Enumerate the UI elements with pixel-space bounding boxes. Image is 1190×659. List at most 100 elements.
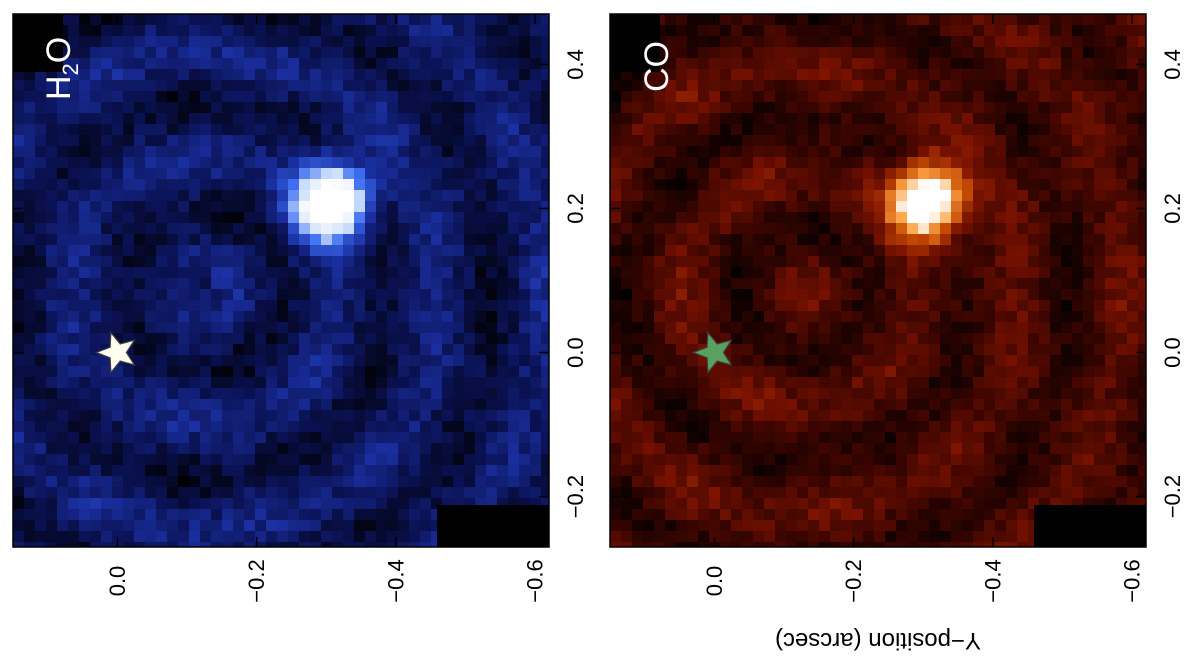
h2o-pixel	[211, 542, 223, 547]
co-pixel	[907, 256, 919, 268]
co-pixel	[1105, 102, 1117, 114]
h2o-pixel	[13, 344, 25, 356]
h2o-pixel	[90, 14, 102, 26]
h2o-pixel	[398, 399, 410, 411]
co-pixel	[863, 410, 875, 422]
co-pixel	[1028, 399, 1040, 411]
h2o-pixel	[90, 201, 102, 213]
h2o-pixel	[277, 201, 289, 213]
h2o-pixel	[519, 333, 531, 345]
h2o-pixel	[101, 366, 113, 378]
h2o-pixel	[354, 234, 366, 246]
co-pixel	[852, 267, 864, 279]
h2o-pixel	[266, 47, 278, 59]
h2o-pixel	[420, 542, 432, 547]
h2o-pixel	[332, 168, 344, 180]
co-pixel	[1127, 410, 1139, 422]
h2o-pixel	[387, 443, 399, 455]
co-pixel	[1028, 212, 1040, 224]
co-pixel	[1050, 465, 1062, 477]
co-pixel	[1006, 80, 1018, 92]
h2o-pixel	[299, 69, 311, 81]
co-pixel	[973, 520, 985, 532]
co-pixel	[1028, 344, 1040, 356]
co-pixel	[841, 509, 853, 521]
h2o-pixel	[409, 300, 421, 312]
co-pixel	[885, 476, 897, 488]
h2o-pixel	[288, 245, 300, 257]
co-pixel	[742, 36, 754, 48]
h2o-pixel	[277, 223, 289, 235]
h2o-pixel	[244, 421, 256, 433]
co-pixel	[720, 399, 732, 411]
h2o-pixel	[409, 124, 421, 136]
co-pixel	[610, 146, 622, 158]
co-pixel	[1094, 36, 1106, 48]
h2o-pixel	[178, 69, 190, 81]
co-pixel	[1094, 124, 1106, 136]
co-pixel	[885, 410, 897, 422]
h2o-pixel	[387, 487, 399, 499]
co-pixel	[973, 212, 985, 224]
h2o-pixel	[101, 355, 113, 367]
h2o-pixel	[365, 179, 377, 191]
co-pixel	[951, 520, 963, 532]
h2o-pixel	[79, 278, 91, 290]
co-pixel	[1138, 179, 1146, 191]
h2o-pixel	[409, 234, 421, 246]
co-pixel	[973, 36, 985, 48]
co-pixel	[709, 311, 721, 323]
co-pixel	[775, 113, 787, 125]
co-pixel	[1127, 377, 1139, 389]
co-pixel	[907, 333, 919, 345]
h2o-pixel	[57, 454, 69, 466]
h2o-pixel	[354, 520, 366, 532]
co-pixel	[632, 91, 644, 103]
co-pixel	[1116, 135, 1128, 147]
h2o-pixel	[321, 399, 333, 411]
h2o-pixel	[453, 245, 465, 257]
h2o-pixel	[387, 256, 399, 268]
co-pixel	[951, 201, 963, 213]
co-pixel	[929, 91, 941, 103]
co-pixel	[775, 388, 787, 400]
co-pixel	[1094, 443, 1106, 455]
co-pixel	[918, 289, 930, 301]
co-pixel	[973, 102, 985, 114]
co-pixel	[951, 91, 963, 103]
co-pixel	[1028, 102, 1040, 114]
h2o-pixel	[101, 289, 113, 301]
h2o-pixel	[343, 58, 355, 70]
h2o-pixel	[321, 421, 333, 433]
co-pixel	[841, 355, 853, 367]
co-pixel	[863, 190, 875, 202]
co-pixel	[962, 476, 974, 488]
h2o-pixel	[211, 399, 223, 411]
h2o-pixel	[35, 355, 47, 367]
h2o-pixel	[376, 212, 388, 224]
co-pixel	[973, 124, 985, 136]
h2o-pixel	[277, 91, 289, 103]
co-pixel	[654, 245, 666, 257]
co-pixel	[1094, 421, 1106, 433]
co-pixel	[1061, 223, 1073, 235]
h2o-pixel	[321, 69, 333, 81]
co-pixel	[1072, 179, 1084, 191]
co-pixel	[984, 542, 996, 547]
co-pixel	[1061, 300, 1073, 312]
co-pixel	[1105, 498, 1117, 510]
co-pixel	[973, 58, 985, 70]
h2o-pixel	[420, 212, 432, 224]
co-pixel	[720, 234, 732, 246]
h2o-pixel	[530, 322, 542, 334]
h2o-pixel	[222, 91, 234, 103]
h2o-pixel	[90, 91, 102, 103]
co-pixel	[1116, 102, 1128, 114]
co-pixel	[962, 487, 974, 499]
h2o-pixel	[530, 278, 542, 290]
co-pixel	[885, 234, 897, 246]
h2o-pixel	[35, 80, 47, 92]
h2o-pixel	[332, 179, 344, 191]
h2o-pixel	[299, 432, 311, 444]
co-pixel	[995, 509, 1007, 521]
